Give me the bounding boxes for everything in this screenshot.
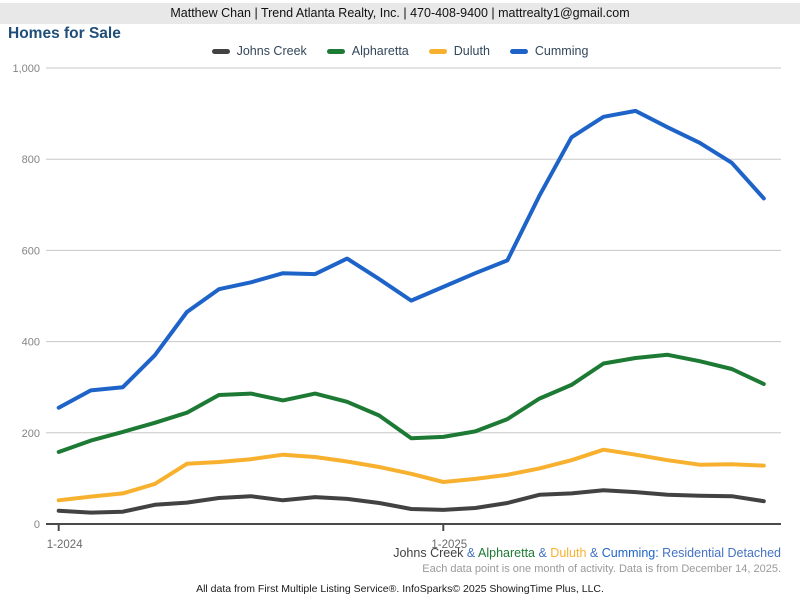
y-axis-label: 800 (22, 154, 40, 166)
footer-series-part: Residential Detached (658, 546, 781, 560)
footer-series-part: Johns Creek (393, 546, 464, 560)
attribution-line: All data from First Multiple Listing Ser… (196, 583, 604, 595)
legend-swatch-alpharetta (326, 48, 345, 54)
chart-canvas: 0 200 400 600 800 1,000 1-2024 1-2025 (12, 63, 781, 551)
series-line-duluth (56, 447, 766, 503)
footer-series-part: Duluth (550, 546, 587, 560)
footer-series-part: & (586, 546, 602, 560)
footer-series-part: Alpharetta (478, 546, 535, 560)
legend-item-cumming[interactable]: Cumming (509, 44, 589, 58)
legend-label: Alpharetta (351, 44, 409, 58)
legend-label: Johns Creek (236, 44, 307, 58)
legend-label: Cumming (534, 44, 589, 58)
legend-item-alpharetta[interactable]: Alpharetta (326, 44, 409, 58)
contact-info: Matthew Chan | Trend Atlanta Realty, Inc… (170, 6, 630, 20)
page-title: Homes for Sale (8, 25, 121, 42)
footer-series-part: & (463, 546, 479, 560)
legend-item-duluth[interactable]: Duluth (428, 44, 490, 58)
y-axis-label: 200 (22, 428, 40, 440)
series-line-johns-creek (56, 488, 766, 515)
legend-swatch-cumming (509, 48, 528, 54)
footer-note: Each data point is one month of activity… (422, 563, 781, 575)
chart-legend: Johns Creek Alpharetta Duluth Cumming (0, 44, 800, 58)
series-line-cumming (56, 108, 766, 410)
footer-series-part: & (535, 546, 551, 560)
legend-swatch-duluth (428, 48, 447, 54)
footer-series-line: Johns Creek & Alpharetta & Duluth & Cumm… (393, 546, 781, 560)
series-line-alpharetta (56, 352, 766, 454)
footer-series-part: Cumming: (601, 546, 659, 560)
legend-swatch-johns-creek (211, 48, 230, 54)
y-axis-label: 600 (22, 245, 40, 257)
header-bar: Matthew Chan | Trend Atlanta Realty, Inc… (0, 3, 800, 24)
y-axis-label: 400 (22, 337, 40, 349)
y-axis-label: 0 (34, 519, 40, 531)
y-axis-label: 1,000 (12, 63, 40, 75)
x-axis-label: 1-2024 (47, 539, 83, 551)
legend-item-johns-creek[interactable]: Johns Creek (211, 44, 307, 58)
legend-label: Duluth (453, 44, 490, 58)
x-axis-label: 1-2025 (431, 539, 467, 551)
